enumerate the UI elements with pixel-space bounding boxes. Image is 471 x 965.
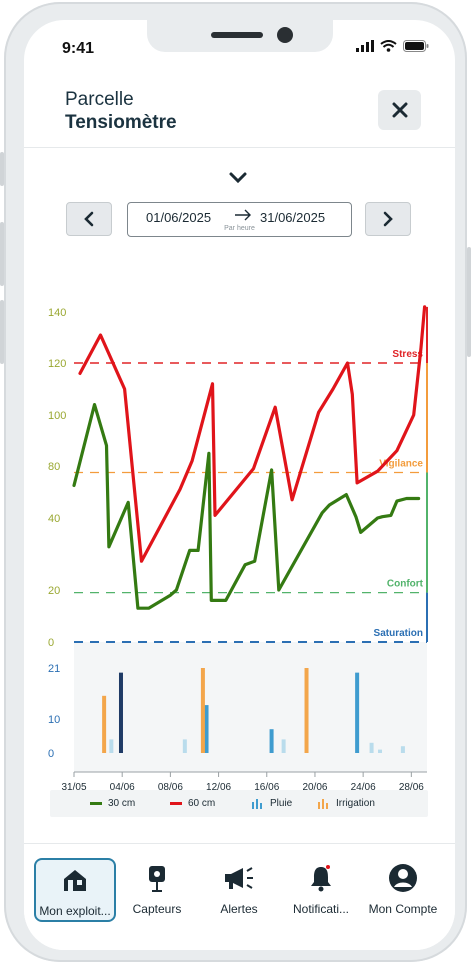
x-tick-label: 31/05 (61, 782, 86, 790)
arrow-right-icon (235, 209, 251, 221)
bar-irrigation (304, 668, 309, 753)
tab-label: Alertes (220, 902, 258, 916)
y-tick-label: 120 (48, 358, 66, 370)
status-icons (356, 40, 429, 52)
notch (147, 20, 333, 52)
x-tick-label: 08/06 (158, 782, 183, 790)
account-icon (389, 864, 417, 892)
chevron-down-icon[interactable] (226, 170, 250, 186)
y-tick-label: 0 (48, 637, 54, 649)
bar-pluie (269, 729, 274, 753)
bar-irrigation (200, 668, 205, 753)
bottom-tab-bar: Mon exploit... Capteurs (24, 843, 455, 950)
front-camera (277, 27, 293, 43)
tab-label: Mon exploit... (39, 904, 111, 918)
x-tick-label: 28/06 (399, 782, 424, 790)
legend-irrigation[interactable]: Irrigation (318, 798, 375, 809)
home-icon (64, 870, 86, 891)
bar-panel-background (74, 642, 427, 772)
bar-icon (252, 798, 262, 809)
legend-60cm[interactable]: 60 cm (170, 798, 215, 809)
y-tick-label: 20 (48, 585, 60, 597)
previous-period-button[interactable] (66, 202, 112, 236)
status-time: 9:41 (62, 40, 95, 57)
tab-capteurs[interactable]: Capteurs (116, 858, 198, 922)
x-tick-label: 24/06 (351, 782, 376, 790)
bar-icon (318, 798, 328, 809)
megaphone-icon (225, 867, 253, 889)
x-tick-label: 20/06 (302, 782, 327, 790)
threshold-label-confort: Confort (387, 579, 424, 590)
bar-pluie (204, 705, 209, 753)
legend-pluie[interactable]: Pluie (252, 798, 292, 809)
granularity-label: Par heure (224, 225, 255, 232)
bar-y-tick-label: 10 (48, 714, 60, 726)
bar-pluie (281, 739, 286, 753)
next-period-button[interactable] (365, 202, 411, 236)
bar-pluie (182, 739, 187, 753)
tab-notifications[interactable]: Notificati... (280, 858, 362, 922)
signal-icon (356, 40, 374, 52)
tab-alertes[interactable]: Alertes (198, 858, 280, 922)
x-tick-label: 04/06 (110, 782, 135, 790)
bell-icon (311, 865, 331, 892)
x-tick-label: 16/06 (254, 782, 279, 790)
volume-up-button (0, 222, 4, 286)
line-icon (170, 801, 182, 805)
tab-label: Capteurs (132, 902, 182, 916)
y-tick-label: 40 (48, 513, 60, 525)
chevron-left-icon (84, 211, 94, 227)
bar-y-tick-label: 0 (48, 748, 54, 760)
sensor-icon (149, 866, 165, 892)
date-from: 01/06/2025 (146, 210, 212, 225)
bar-pluie (118, 672, 123, 753)
bar-y-tick-label: 21 (48, 663, 60, 675)
date-range-selector[interactable]: 01/06/2025 31/06/2025 Par heure (127, 202, 352, 237)
power-button (467, 247, 471, 357)
tensiometer-chart[interactable]: 140120100804020021100StressVigilanceConf… (24, 260, 455, 790)
legend-30cm[interactable]: 30 cm (90, 798, 135, 809)
y-tick-label: 140 (48, 307, 66, 319)
mute-switch (0, 152, 4, 186)
tab-label: Notificati... (292, 902, 349, 916)
close-button[interactable] (378, 90, 421, 130)
threshold-label-vigilance: Vigilance (379, 459, 423, 470)
tab-mon-exploitation[interactable]: Mon exploit... (34, 858, 116, 922)
y-tick-label: 80 (48, 461, 60, 473)
series-line-30cm (72, 403, 421, 610)
bar-irrigation (102, 695, 107, 753)
bar-pluie (369, 742, 374, 753)
series-line-60cm (78, 305, 427, 563)
close-icon (392, 102, 407, 118)
screen: 9:41 Parcelle Tensiomètre (24, 20, 455, 950)
chart-legend: 30 cm 60 cm Pluie Irrigation (50, 790, 428, 817)
battery-icon (403, 40, 429, 52)
date-to: 31/06/2025 (260, 210, 326, 225)
speaker (211, 32, 263, 38)
chevron-right-icon (383, 211, 393, 227)
bar-pluie (378, 749, 383, 753)
y-tick-label: 100 (48, 410, 66, 422)
volume-down-button (0, 300, 4, 364)
page-title-line1: Parcelle (65, 89, 134, 110)
threshold-label-stress: Stress (392, 349, 423, 360)
wifi-icon (380, 40, 397, 52)
tab-label: Mon Compte (368, 902, 438, 916)
x-tick-label: 12/06 (206, 782, 231, 790)
line-icon (90, 801, 102, 805)
bar-pluie (400, 746, 405, 753)
header-divider (24, 147, 455, 148)
page-title-line2: Tensiomètre (65, 112, 177, 133)
bar-pluie (109, 739, 114, 753)
threshold-label-saturation: Saturation (374, 628, 423, 639)
bar-pluie (355, 672, 360, 753)
tab-mon-compte[interactable]: Mon Compte (362, 858, 444, 922)
